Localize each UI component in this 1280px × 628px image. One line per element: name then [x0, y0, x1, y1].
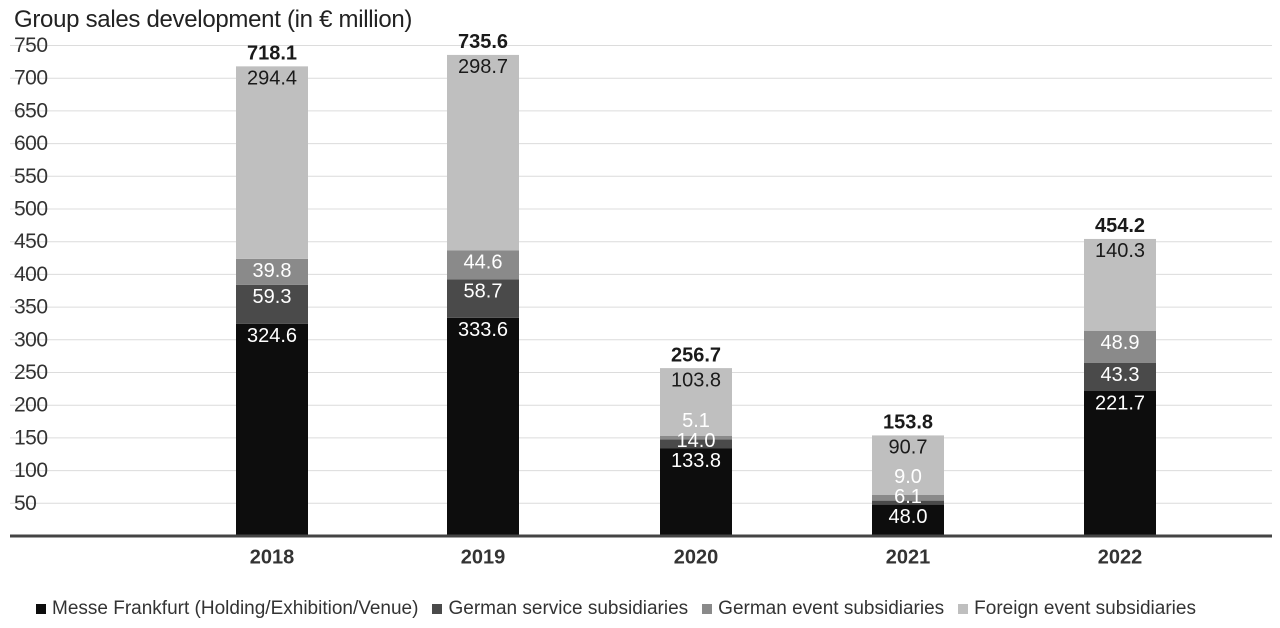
bar-segment: [872, 435, 944, 495]
data-label: 140.3: [1095, 240, 1145, 262]
data-label: 294.4: [247, 68, 297, 90]
bar-segment: [1084, 238, 1156, 331]
total-label: 718.1: [247, 43, 297, 65]
y-tick-label: 300: [14, 328, 48, 351]
bar-segment: [660, 436, 732, 440]
legend-label: Messe Frankfurt (Holding/Exhibition/Venu…: [52, 598, 419, 619]
data-label: 103.8: [671, 369, 721, 391]
total-label: 256.7: [671, 344, 721, 366]
legend-item: Messe Frankfurt (Holding/Exhibition/Venu…: [36, 598, 418, 620]
y-tick-label: 650: [14, 99, 48, 122]
data-label: 48.9: [1101, 332, 1140, 354]
y-tick-label: 450: [14, 230, 48, 253]
bar-segment: [872, 500, 944, 505]
data-label: 298.7: [458, 56, 508, 78]
x-tick-label: 2022: [1098, 546, 1143, 568]
data-label: 48.0: [889, 506, 928, 528]
bar-segment: [1084, 391, 1156, 536]
legend-swatch: [432, 604, 443, 614]
chart-title: Group sales development (in € million): [14, 6, 413, 33]
y-tick-label: 500: [14, 198, 48, 221]
y-tick-label: 200: [14, 394, 48, 417]
legend-item: German service subsidiaries: [432, 598, 688, 620]
legend-swatch: [958, 604, 969, 614]
total-label: 153.8: [883, 412, 933, 434]
legend-item: Foreign event subsidiaries: [958, 598, 1196, 620]
bar-segment: [236, 284, 308, 324]
y-tick-label: 700: [14, 67, 48, 90]
bar-segment: [872, 504, 944, 536]
bar-segment: [660, 439, 732, 449]
y-tick-label: 750: [14, 34, 48, 57]
data-label: 221.7: [1095, 392, 1145, 414]
bar-segment: [447, 279, 519, 318]
y-tick-label: 400: [14, 263, 48, 286]
bar-segment: [236, 66, 308, 259]
data-label: 44.6: [464, 252, 503, 274]
bar-segment: [236, 323, 308, 536]
legend-label: German event subsidiaries: [718, 598, 945, 619]
y-tick-label: 550: [14, 165, 48, 188]
legend-label: German service subsidiaries: [448, 598, 689, 619]
y-tick-label: 150: [14, 426, 48, 449]
chart-legend: Messe Frankfurt (Holding/Exhibition/Venu…: [36, 598, 1196, 620]
y-tick-label: 250: [14, 361, 48, 384]
data-label: 333.6: [458, 319, 508, 341]
data-label: 43.3: [1101, 364, 1140, 386]
legend-swatch: [702, 604, 713, 614]
y-tick-label: 600: [14, 132, 48, 155]
x-tick-label: 2020: [674, 546, 719, 568]
data-label: 5.1: [682, 410, 710, 432]
data-label: 9.0: [894, 466, 922, 488]
bar-segment: [236, 258, 308, 285]
y-tick-label: 50: [14, 492, 36, 515]
y-tick-label: 100: [14, 459, 48, 482]
data-label: 6.1: [894, 486, 922, 508]
bar-segment: [447, 54, 519, 251]
total-label: 454.2: [1095, 215, 1145, 237]
x-tick-label: 2021: [886, 546, 931, 568]
legend-swatch: [36, 604, 46, 614]
data-label: 133.8: [671, 450, 721, 472]
bar-segment: [447, 250, 519, 280]
data-label: 14.0: [677, 430, 716, 452]
bar-segment: [660, 448, 732, 536]
data-label: 39.8: [253, 260, 292, 282]
bar-segment: [1084, 330, 1156, 363]
legend-item: German event subsidiaries: [702, 598, 944, 620]
bar-segment: [872, 494, 944, 501]
x-tick-label: 2018: [250, 546, 295, 568]
bar-segment: [447, 317, 519, 536]
y-tick-label: 350: [14, 296, 48, 319]
bar-segment: [1084, 362, 1156, 392]
data-label: 324.6: [247, 325, 297, 347]
bar-segment: [660, 368, 732, 437]
data-label: 59.3: [253, 286, 292, 308]
data-label: 58.7: [464, 281, 503, 303]
total-label: 735.6: [458, 31, 508, 53]
x-tick-label: 2019: [461, 546, 506, 568]
legend-label: Foreign event subsidiaries: [974, 598, 1196, 619]
data-label: 90.7: [889, 437, 928, 459]
